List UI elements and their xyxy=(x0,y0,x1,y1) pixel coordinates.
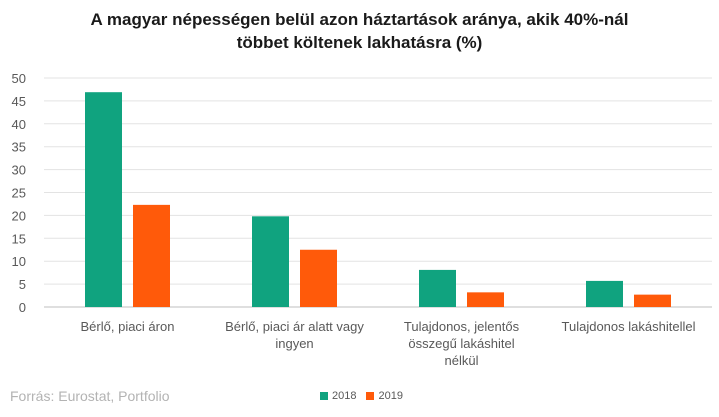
legend-label-2019: 2019 xyxy=(378,390,403,402)
legend-label-2018: 2018 xyxy=(332,390,357,402)
x-tick-label-2-0: Tulajdonos, jelentős xyxy=(404,319,520,334)
x-tick-label-1-0: Bérlő, piaci ár alatt vagy xyxy=(225,319,364,334)
bar-2018-1 xyxy=(252,216,289,307)
chart-title-line-2: többet költenek lakhatásra (%) xyxy=(236,33,483,52)
x-tick-label-1-1: ingyen xyxy=(275,336,313,351)
x-tick-label-0-0: Bérlő, piaci áron xyxy=(81,319,175,334)
bar-2019-1 xyxy=(300,249,337,307)
bar-2018-3 xyxy=(586,280,623,307)
legend-swatch-2019 xyxy=(366,392,375,400)
y-tick-label-5: 5 xyxy=(19,277,26,292)
y-axis: 0 5 10 15 20 25 30 35 40 45 50 xyxy=(12,71,26,315)
source-note: Forrás: Eurostat, Portfolio xyxy=(10,388,170,404)
legend: 2018 2019 xyxy=(320,390,413,402)
bar-2018-2 xyxy=(419,269,456,307)
x-axis: Bérlő, piaci áron Bérlő, piaci ár alatt v… xyxy=(81,319,696,368)
x-tick-label-2-1: összegű lakáshitel xyxy=(408,336,514,351)
legend-item-2018: 2018 xyxy=(320,390,356,402)
bar-2019-2 xyxy=(467,292,504,307)
chart-title: A magyar népességen belül azon háztartás… xyxy=(0,8,719,54)
bar-2019-3 xyxy=(634,294,671,307)
y-tick-label-40: 40 xyxy=(12,117,26,132)
bar-2019-0 xyxy=(133,204,170,307)
y-tick-label-15: 15 xyxy=(12,231,26,246)
y-tick-label-45: 45 xyxy=(12,94,26,109)
chart-title-line-1: A magyar népességen belül azon háztartás… xyxy=(90,10,629,29)
y-tick-label-50: 50 xyxy=(12,71,26,86)
y-tick-label-25: 25 xyxy=(12,186,26,201)
legend-item-2019: 2019 xyxy=(366,390,403,402)
bar-2018-0 xyxy=(85,92,122,307)
y-tick-label-35: 35 xyxy=(12,140,26,155)
bars xyxy=(85,92,671,307)
y-tick-label-10: 10 xyxy=(12,254,26,269)
y-tick-label-20: 20 xyxy=(12,208,26,223)
x-tick-label-3-0: Tulajdonos lakáshitellel xyxy=(562,319,696,334)
y-tick-label-0: 0 xyxy=(19,300,26,315)
y-tick-label-30: 30 xyxy=(12,163,26,178)
legend-swatch-2018 xyxy=(320,392,328,400)
x-tick-label-2-2: nélkül xyxy=(445,353,479,368)
